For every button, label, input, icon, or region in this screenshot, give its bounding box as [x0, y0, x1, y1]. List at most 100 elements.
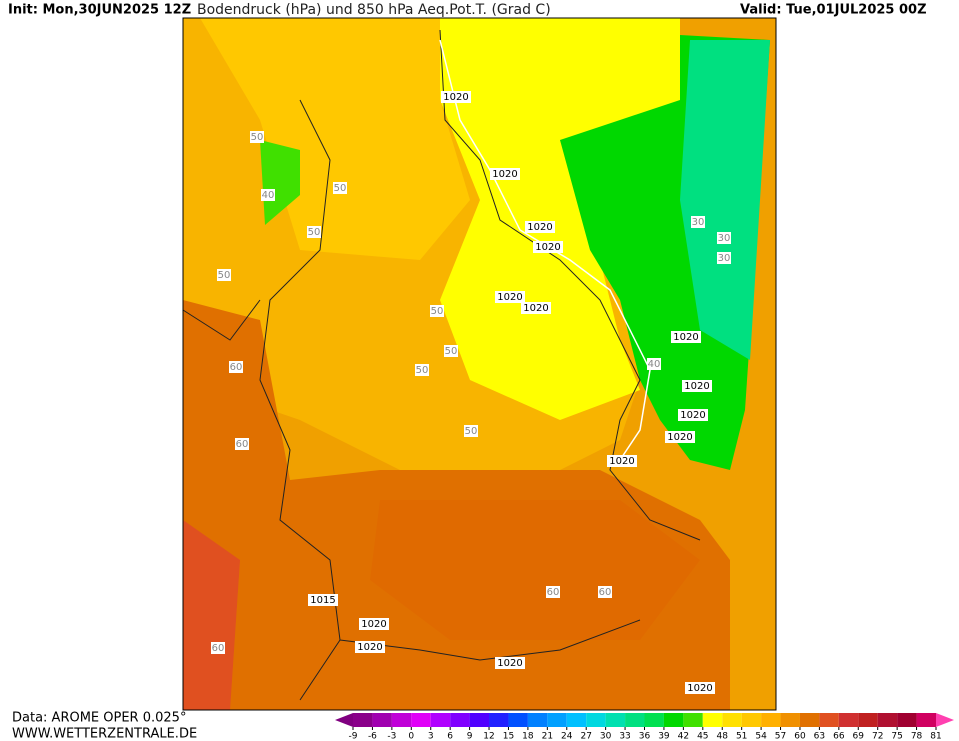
colorbar-label: 78: [911, 732, 923, 741]
contour-labels: 1020 1020 1020 1020 1020 1020 1020 1020 1020 1020…: [211, 91, 731, 694]
colorbar-label: 57: [775, 732, 786, 741]
colorbar-label: 48: [717, 732, 729, 741]
colorbar-swatch: [605, 713, 626, 727]
label-box: [217, 269, 231, 281]
colorbar-label: -3: [387, 732, 396, 741]
label-box: [490, 168, 520, 180]
colorbar-label: 3: [428, 732, 434, 741]
label-box: [495, 657, 525, 669]
colorbar-swatch: [450, 713, 470, 727]
colorbar-label: 36: [639, 732, 651, 741]
colorbar-label: 51: [736, 732, 747, 741]
colorbar-label: 81: [930, 732, 941, 741]
contour-label: 50: [334, 183, 347, 194]
colorbar-swatch: [663, 713, 684, 727]
colorbar-label: 30: [600, 732, 612, 741]
colorbar-label: 27: [580, 732, 591, 741]
contour-label: 1020: [523, 303, 548, 314]
contour-label: 40: [648, 359, 661, 370]
region-teal: [680, 40, 770, 360]
colorbar-label: 42: [678, 732, 689, 741]
label-box: [308, 594, 338, 606]
colorbar-swatch: [916, 713, 936, 727]
colorbar-swatch: [702, 713, 723, 727]
colorbar-label: 54: [755, 732, 767, 741]
colorbar-label: 12: [483, 732, 494, 741]
colorbar-label: 15: [503, 732, 514, 741]
contour-label: 1020: [684, 381, 709, 392]
contour-label: 40: [262, 190, 275, 201]
colorbar-label: 45: [697, 732, 708, 741]
colorbar-arrow: [936, 713, 954, 727]
colorbar-label: 21: [542, 732, 553, 741]
contour-label: 1020: [527, 222, 552, 233]
colorbar-label: 24: [561, 732, 573, 741]
label-box: [685, 682, 715, 694]
label-box: [607, 455, 637, 467]
contour-label: 60: [599, 587, 612, 598]
colorbar-swatch: [897, 713, 917, 727]
contour-label: 1020: [673, 332, 698, 343]
contour-label: 50: [445, 346, 458, 357]
init-time: Init: Mon,30JUN2025 12Z: [8, 3, 191, 18]
contour-label: 60: [236, 439, 249, 450]
website: WWW.WETTERZENTRALE.DE: [12, 727, 197, 741]
map: 1020 1020 1020 1020 1020 1020 1020 1020 1020 1020…: [182, 17, 777, 711]
label-box: [671, 331, 701, 343]
label-box: [717, 252, 731, 264]
label-box: [525, 221, 555, 233]
colorbar-label: 9: [467, 732, 473, 741]
colorbar-swatch: [819, 713, 839, 727]
colorbar-swatch: [586, 713, 606, 727]
label-box: [430, 305, 444, 317]
label-box: [307, 226, 321, 238]
colorbar-swatch: [625, 713, 645, 727]
colorbar-swatch: [372, 713, 392, 727]
borders: [182, 29, 701, 701]
colorbar-label: 6: [447, 732, 453, 741]
colorbar-swatch: [838, 713, 859, 727]
map-title: Bodendruck (hPa) und 850 hPa Aeq.Pot.T. …: [197, 2, 551, 18]
colorbar-label: -6: [368, 732, 377, 741]
colorbar-arrow: [335, 713, 353, 727]
label-box: [441, 91, 471, 103]
label-box: [211, 642, 225, 654]
colorbar-swatch: [780, 713, 800, 727]
label-box: [678, 409, 708, 421]
contour-label: 1020: [535, 242, 560, 253]
colorbar-swatch: [858, 713, 878, 727]
colorbar-label: 66: [833, 732, 845, 741]
label-box: [250, 131, 264, 143]
contour-label: 30: [718, 253, 731, 264]
label-box: [355, 641, 385, 653]
region-green-small: [260, 140, 300, 225]
contour-label: 1020: [357, 642, 382, 653]
region-red: [183, 520, 240, 710]
colorbar-swatch: [799, 713, 820, 727]
colorbar-swatch: [430, 713, 451, 727]
colorbar-swatch: [722, 713, 742, 727]
colorbar-swatch: [527, 713, 548, 727]
label-box: [717, 232, 731, 244]
contour-label: 60: [212, 643, 225, 654]
label-box: [521, 302, 551, 314]
contour-label: 30: [692, 217, 705, 228]
colorbar-label: 39: [658, 732, 670, 741]
contour-label: 1020: [361, 619, 386, 630]
colorbar-label: 75: [891, 732, 902, 741]
map-frame: [182, 17, 777, 711]
label-box: [444, 345, 458, 357]
label-box: [229, 361, 243, 373]
isobar: [439, 39, 651, 461]
contour-label: 1020: [680, 410, 705, 421]
contour-label: 1020: [443, 92, 468, 103]
label-box: [682, 380, 712, 392]
label-box: [415, 364, 429, 376]
colorbar-label: -9: [349, 732, 358, 741]
colorbar-label: 18: [522, 732, 534, 741]
colorbar-swatch: [391, 713, 412, 727]
contour-label: 1020: [609, 456, 634, 467]
colorbar-swatch: [547, 713, 567, 727]
contour-label: 1020: [497, 658, 522, 669]
